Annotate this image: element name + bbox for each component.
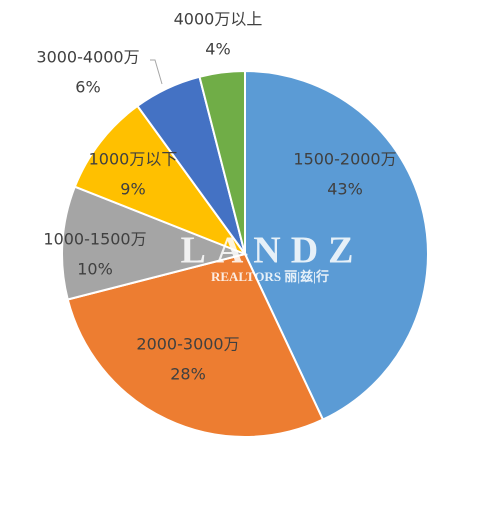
pie-slice bbox=[198, 69, 246, 255]
slice-label: 1500-2000万 bbox=[293, 150, 396, 169]
slice-value-label: 9% bbox=[120, 180, 145, 199]
slice-label: 2000-3000万 bbox=[136, 335, 239, 354]
slice-value-label: 43% bbox=[327, 180, 363, 199]
slice-value-label: 4% bbox=[205, 40, 230, 59]
watermark-logo: LANDZ bbox=[180, 230, 363, 272]
slice-label: 4000万以上 bbox=[174, 10, 263, 29]
leader-line bbox=[150, 59, 163, 85]
slice-label: 3000-4000万 bbox=[36, 48, 139, 67]
pie-slice bbox=[73, 104, 248, 257]
slice-label: 1000万以下 bbox=[89, 150, 178, 169]
slice-value-label: 6% bbox=[75, 78, 100, 97]
slice-value-label: 10% bbox=[77, 260, 113, 279]
pie-slice bbox=[61, 185, 249, 301]
pie bbox=[61, 69, 429, 438]
slice-value-label: 28% bbox=[170, 365, 206, 384]
watermark-sub: REALTORS 丽|兹|行 bbox=[211, 269, 329, 284]
pie-slice bbox=[66, 252, 325, 438]
slice-label: 1000-1500万 bbox=[43, 230, 146, 249]
pie-slice bbox=[244, 69, 429, 421]
